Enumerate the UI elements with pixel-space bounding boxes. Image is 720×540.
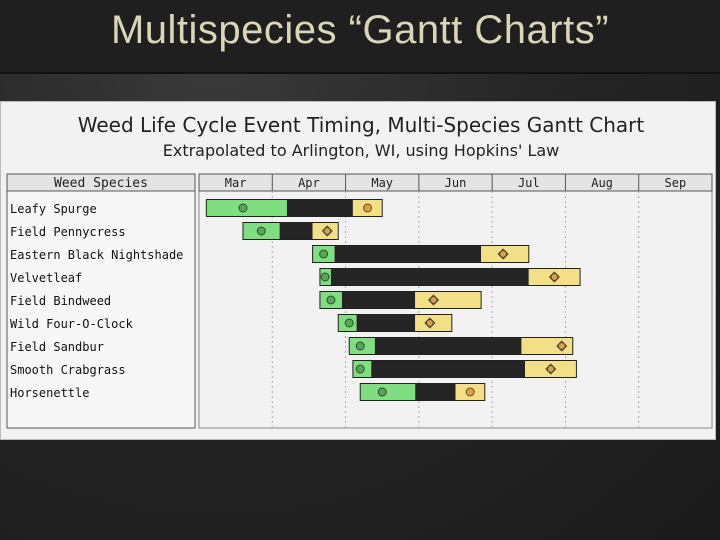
bar-segment-growth [371,360,526,378]
slide-title-band [0,0,720,74]
bar-outline [205,199,383,217]
orange-event-marker-core [323,227,332,235]
bar-outline [319,268,581,286]
orange-event-marker [363,203,373,213]
bar-segment-growth [286,199,353,217]
chart-panel: Weed Life Cycle Event Timing, Multi-Spec… [0,101,716,440]
species-header-cell [6,173,196,192]
month-tick-label: Aug [591,176,613,190]
gantt-bar [312,245,530,263]
species-label: Horsenettle [10,386,89,400]
orange-event-marker [465,387,475,397]
orange-event-marker-core [426,319,434,327]
bar-segment-growth [279,222,313,240]
month-tick-label: Jul [518,176,540,190]
gantt-bar [319,268,581,286]
bar-segment-growth [374,337,522,355]
gantt-bar [205,199,383,217]
month-tick-label: Sep [665,176,687,190]
species-label: Smooth Crabgrass [10,363,126,377]
green-event-marker [320,272,330,282]
orange-event-marker-core [499,250,507,258]
gantt-bar [359,383,486,401]
bar-outline [242,222,339,240]
bar-segment-growth [415,383,456,401]
bar-segment-growth [330,268,529,286]
species-label: Leafy Spurge [10,202,97,216]
bar-outline [348,337,574,355]
bar-segment-emergence [360,383,416,401]
bar-outline [359,383,486,401]
green-event-marker [377,387,387,397]
species-label: Field Pennycress [10,225,126,239]
green-event-marker [256,226,266,236]
gantt-bar [319,291,482,309]
gantt-bar [348,337,574,355]
month-tick-label: Apr [298,176,320,190]
month-header-strip [198,173,713,192]
month-tick-label: Jun [445,176,467,190]
green-event-marker [355,364,365,374]
orange-event-marker-core [429,296,438,304]
bar-segment-growth [334,245,482,263]
bar-segment-growth [356,314,416,332]
species-label: Eastern Black Nightshade [10,248,183,262]
green-event-marker [344,318,354,328]
bar-outline [319,291,482,309]
slide-title: Multispecies “Gantt Charts” [110,8,610,52]
chart-title: Weed Life Cycle Event Timing, Multi-Spec… [77,113,645,137]
bar-segment-growth [341,291,416,309]
species-label: Velvetleaf [10,271,82,285]
bar-segment-maturity [521,337,573,355]
gantt-chart: Weed Species Mar Apr May Jun Jul Aug Sep Leafy S… [6,173,713,429]
gantt-bar [352,360,577,378]
bar-outline [337,314,453,332]
month-tick-label: Mar [225,176,247,190]
green-event-marker [355,341,365,351]
bar-outline [352,360,577,378]
green-event-marker [238,203,248,213]
orange-event-marker-core [557,342,566,350]
species-label: Wild Four-O-Clock [10,317,134,331]
chart-subtitle: Extrapolated to Arlington, WI, using Hop… [162,141,560,160]
species-label: Field Bindweed [10,294,111,308]
orange-event-marker-core [546,365,555,373]
green-event-marker [319,249,329,259]
species-label: Field Sandbur [10,340,104,354]
orange-event-marker-core [550,273,559,281]
species-header-label: Weed Species [54,176,148,191]
bar-segment-maturity [415,291,482,309]
green-event-marker [326,295,336,305]
species-list-box [6,173,196,429]
bar-outline [312,245,530,263]
month-tick-label: May [371,176,393,190]
